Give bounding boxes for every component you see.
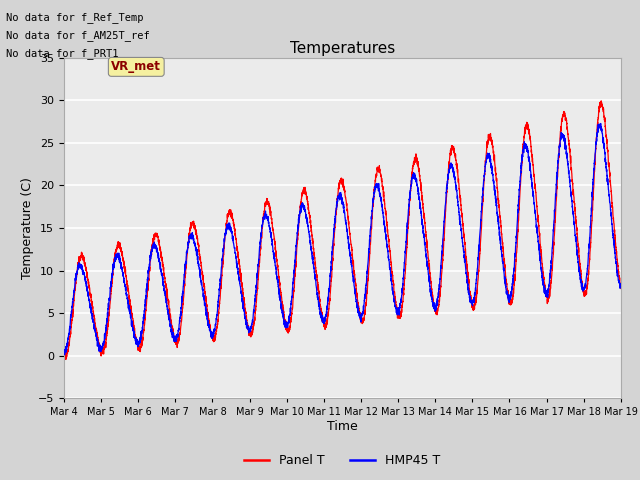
Text: No data for f_Ref_Temp: No data for f_Ref_Temp bbox=[6, 12, 144, 23]
X-axis label: Time: Time bbox=[327, 420, 358, 433]
Y-axis label: Temperature (C): Temperature (C) bbox=[20, 177, 34, 279]
Text: No data for f_AM25T_ref: No data for f_AM25T_ref bbox=[6, 30, 150, 41]
Legend: Panel T, HMP45 T: Panel T, HMP45 T bbox=[239, 449, 445, 472]
Text: No data for f_PRT1: No data for f_PRT1 bbox=[6, 48, 119, 60]
Title: Temperatures: Temperatures bbox=[290, 41, 395, 57]
Text: VR_met: VR_met bbox=[111, 60, 161, 73]
